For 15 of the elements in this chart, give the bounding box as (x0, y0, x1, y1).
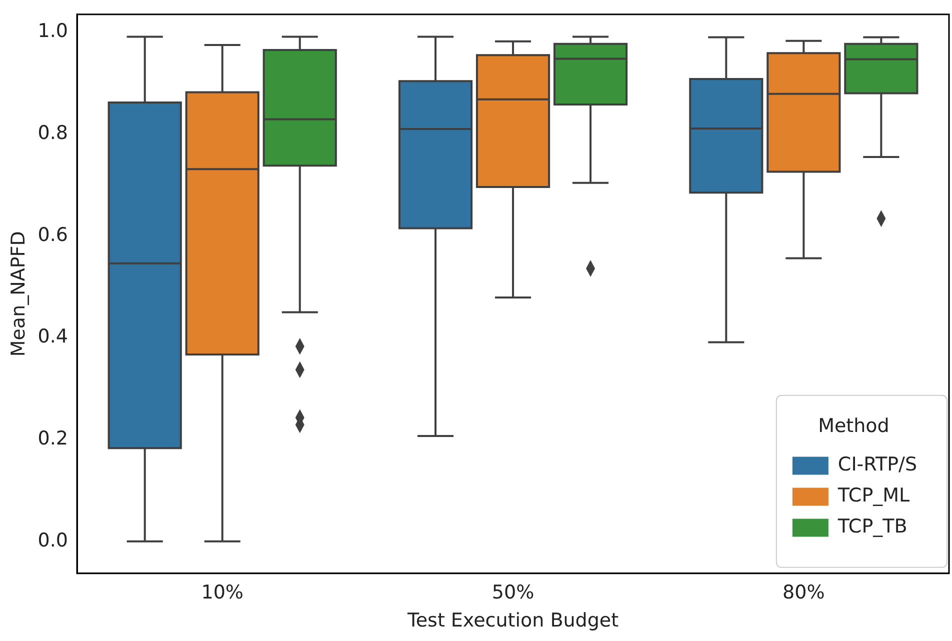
x-tick-label: 10% (201, 582, 244, 604)
legend-title: Method (818, 414, 890, 437)
x-tick-label: 80% (782, 582, 825, 604)
legend-label: CI-RTP/S (838, 454, 918, 476)
legend-label: TCP_TB (836, 516, 908, 538)
y-axis-title: Mean_NAPFD (7, 231, 30, 357)
y-tick-label: 0.6 (38, 224, 68, 246)
legend-label: TCP_ML (836, 484, 910, 507)
x-axis-title: Test Execution Budget (406, 610, 619, 632)
y-tick-label: 0.4 (38, 326, 68, 348)
y-tick-label: 1.0 (38, 20, 68, 42)
x-tick-label: 50% (492, 582, 534, 604)
y-tick-label: 0.8 (38, 122, 68, 144)
y-tick-label: 0.0 (38, 529, 68, 552)
y-tick-label: 0.2 (38, 427, 68, 450)
